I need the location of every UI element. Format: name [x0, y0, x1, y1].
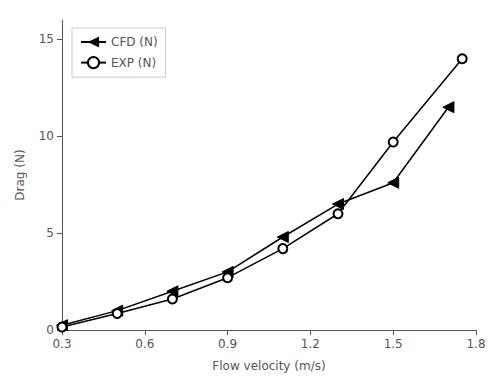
- svg-text:Drag (N): Drag (N): [13, 149, 27, 200]
- svg-text:0: 0: [46, 323, 54, 337]
- svg-text:5: 5: [46, 226, 54, 240]
- svg-text:1.8: 1.8: [466, 337, 485, 351]
- svg-text:CFD (N): CFD (N): [111, 35, 158, 49]
- svg-text:0.6: 0.6: [135, 337, 154, 351]
- svg-text:1.2: 1.2: [301, 337, 320, 351]
- svg-text:0.9: 0.9: [218, 337, 237, 351]
- svg-text:10: 10: [39, 129, 54, 143]
- svg-text:0.3: 0.3: [52, 337, 71, 351]
- svg-text:1.5: 1.5: [384, 337, 403, 351]
- svg-text:EXP (N): EXP (N): [111, 56, 156, 70]
- svg-text:Flow velocity (m/s): Flow velocity (m/s): [212, 359, 325, 373]
- svg-text:15: 15: [39, 32, 54, 46]
